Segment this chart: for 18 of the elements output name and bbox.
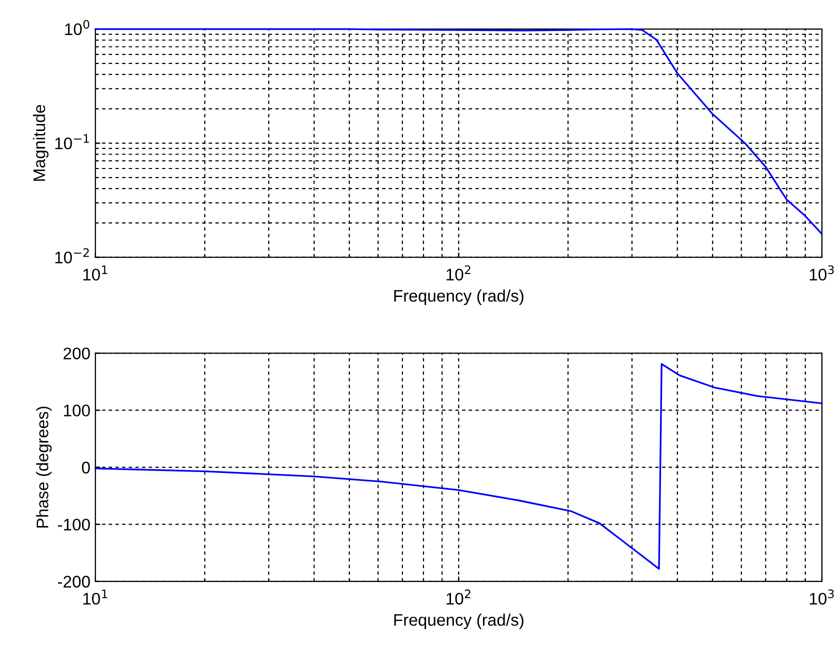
y-tick-label: 10$^{0}$ — [65, 20, 90, 36]
y-tick-label: 0 — [82, 462, 90, 474]
y-tick-label: 10$^{−1}$ — [55, 134, 89, 150]
y-tick-label: -100 — [58, 518, 90, 531]
y-tick-label: -200 — [58, 576, 90, 588]
y-axis-title: Magnitude — [32, 105, 48, 181]
y-tick-label: 10$^{−2}$ — [55, 248, 89, 264]
x-tick-label: 10$^{2}$ — [446, 589, 470, 605]
x-tick-label: 10$^{1}$ — [83, 590, 108, 605]
y-tick-label: 200 — [64, 348, 90, 360]
x-tick-label: 10$^{3}$ — [810, 265, 834, 281]
x-tick-label: 10$^{2}$ — [446, 265, 470, 281]
y-axis-title: Phase (degrees) — [36, 406, 52, 528]
x-tick-label: 10$^{3}$ — [810, 589, 834, 605]
x-tick-label: 10$^{1}$ — [83, 265, 108, 281]
x-axis-title: Frequency (rad/s) — [394, 614, 524, 630]
y-tick-label: 100 — [64, 404, 90, 416]
x-axis-title: Frequency (rad/s) — [394, 290, 524, 306]
